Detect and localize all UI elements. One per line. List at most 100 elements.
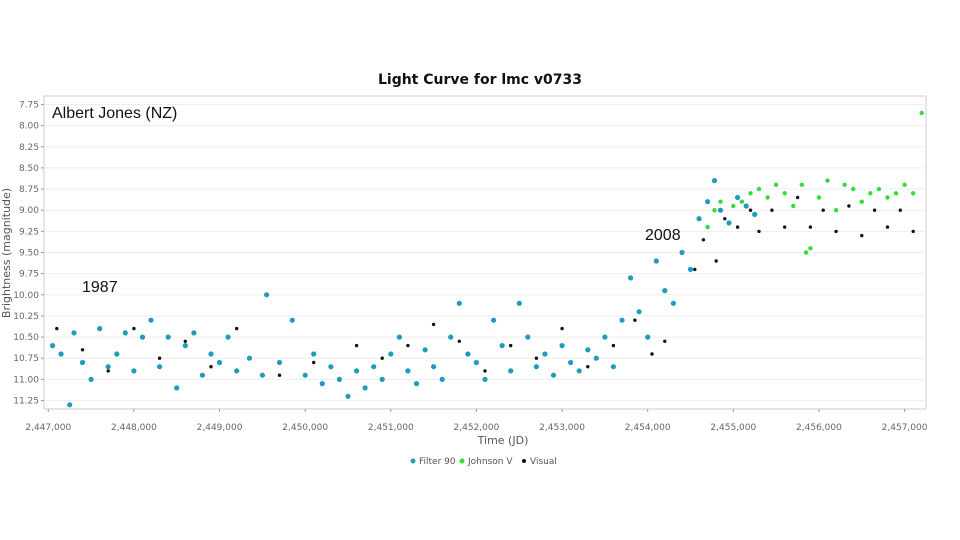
data-point-visual xyxy=(898,208,902,212)
data-point-filter-90 xyxy=(619,317,625,323)
x-tick-label: 2,452,000 xyxy=(454,423,500,433)
data-point-filter-90 xyxy=(662,288,668,294)
data-point-johnson-v xyxy=(825,178,830,183)
chart-title: Light Curve for lmc v0733 xyxy=(378,72,582,88)
y-tick-label: 7.75 xyxy=(19,100,39,110)
y-tick-label: 10.00 xyxy=(13,291,39,301)
annotation-2008: 2008 xyxy=(645,227,681,244)
data-point-visual xyxy=(132,326,136,331)
data-point-visual xyxy=(277,373,282,377)
data-point-johnson-v xyxy=(791,203,796,209)
data-point-filter-90 xyxy=(448,334,454,340)
y-tick-label: 10.25 xyxy=(13,312,39,322)
data-point-johnson-v xyxy=(773,182,779,187)
data-point-filter-90 xyxy=(289,317,295,323)
data-point-visual xyxy=(770,208,774,212)
data-point-filter-90 xyxy=(568,359,574,366)
data-point-johnson-v xyxy=(919,110,924,116)
data-point-visual xyxy=(633,318,637,322)
data-point-filter-90 xyxy=(735,194,741,201)
data-point-visual xyxy=(80,348,85,352)
data-point-filter-90 xyxy=(199,372,205,378)
data-point-filter-90 xyxy=(645,334,651,340)
data-point-filter-90 xyxy=(636,309,642,315)
data-point-filter-90 xyxy=(653,258,659,264)
y-axis: 7.75 8.00 8.25 8.50 8.75 9.00 9.25 9.50 9.75 10.0… xyxy=(13,100,44,407)
data-point-filter-90 xyxy=(139,334,146,340)
data-point-filter-90 xyxy=(97,326,103,332)
data-point-visual xyxy=(783,225,787,229)
data-point-visual xyxy=(235,326,239,331)
data-point-filter-90 xyxy=(328,364,334,370)
data-point-filter-90 xyxy=(379,376,385,382)
data-point-johnson-v xyxy=(851,186,856,192)
data-point-visual xyxy=(808,225,813,229)
data-point-filter-90 xyxy=(105,364,111,370)
data-point-filter-90 xyxy=(131,368,137,374)
data-point-filter-90 xyxy=(431,364,437,370)
data-point-visual xyxy=(457,339,461,343)
data-point-filter-90 xyxy=(264,292,270,298)
data-point-visual xyxy=(795,195,800,200)
x-tick-label: 2,456,000 xyxy=(796,423,842,433)
data-point-filter-90 xyxy=(216,359,223,366)
data-point-filter-90 xyxy=(602,334,608,340)
data-point-johnson-v xyxy=(808,246,813,251)
data-point-filter-90 xyxy=(491,317,497,323)
x-tick-label: 2,453,000 xyxy=(539,423,585,433)
data-point-johnson-v xyxy=(712,208,717,213)
data-point-filter-90 xyxy=(208,351,214,357)
y-tick-label: 10.50 xyxy=(13,333,39,343)
data-point-visual xyxy=(693,267,697,272)
x-tick-label: 2,451,000 xyxy=(368,423,414,433)
y-tick-label: 8.75 xyxy=(19,185,39,195)
data-point-filter-90 xyxy=(225,334,231,340)
data-point-visual xyxy=(209,365,213,369)
data-point-filter-90 xyxy=(533,364,540,370)
data-point-visual xyxy=(406,343,410,348)
data-point-filter-90 xyxy=(58,351,64,357)
data-point-visual xyxy=(735,225,740,229)
data-point-johnson-v xyxy=(859,199,864,204)
data-point-filter-90 xyxy=(628,275,634,281)
data-point-visual xyxy=(860,233,864,238)
data-point-visual xyxy=(872,208,877,212)
legend-label-filter: Filter 90 xyxy=(419,457,456,467)
y-tick-label: 9.00 xyxy=(19,206,39,216)
y-tick-label: 11.25 xyxy=(13,397,39,407)
data-point-filter-90 xyxy=(439,376,445,382)
y-tick-label: 8.25 xyxy=(19,143,39,153)
data-point-filter-90 xyxy=(79,359,86,366)
data-point-johnson-v xyxy=(739,199,745,204)
data-point-filter-90 xyxy=(174,385,180,391)
data-point-filter-90 xyxy=(345,393,351,399)
data-point-filter-90 xyxy=(508,368,514,374)
data-point-visual xyxy=(483,369,487,373)
legend-marker-visual xyxy=(522,459,526,463)
x-axis: 2,447,000 2,448,000 2,449,000 2,450,000 2,45… xyxy=(25,409,928,433)
x-tick-label: 2,457,000 xyxy=(882,423,928,433)
data-point-visual xyxy=(611,343,616,348)
data-point-visual xyxy=(431,322,436,327)
data-point-johnson-v xyxy=(885,195,890,200)
data-point-filter-90 xyxy=(67,402,73,408)
x-tick-label: 2,449,000 xyxy=(197,423,243,433)
x-tick-label: 2,448,000 xyxy=(111,423,157,433)
data-point-johnson-v xyxy=(748,191,753,196)
data-point-filter-90 xyxy=(679,249,685,256)
data-point-visual xyxy=(723,217,727,221)
data-point-visual xyxy=(354,343,359,348)
data-point-filter-90 xyxy=(717,207,724,213)
data-point-filter-90 xyxy=(752,211,758,217)
y-tick-label: 9.25 xyxy=(19,227,39,237)
data-point-filter-90 xyxy=(711,178,718,184)
data-point-johnson-v xyxy=(833,208,839,213)
data-point-johnson-v xyxy=(911,191,916,196)
data-point-visual xyxy=(748,208,753,212)
data-point-filter-90 xyxy=(499,343,505,349)
data-point-filter-90 xyxy=(88,376,94,382)
data-point-johnson-v xyxy=(756,186,762,192)
data-point-visual xyxy=(847,204,851,208)
y-tick-label: 10.75 xyxy=(13,354,39,364)
gridlines xyxy=(44,103,926,402)
